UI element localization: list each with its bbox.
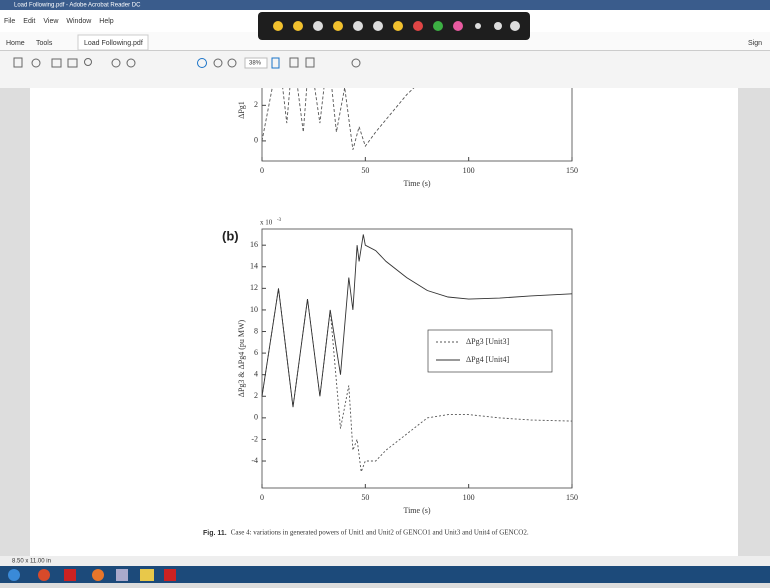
tab-label[interactable]: Tools <box>36 40 53 47</box>
menu-item[interactable]: Edit <box>23 18 35 25</box>
y-tick-label: 14 <box>250 262 258 271</box>
x-tick-label: 50 <box>361 166 369 175</box>
x-tick-label: 0 <box>260 493 264 502</box>
y-tick-label: 10 <box>250 305 258 314</box>
document-page <box>30 88 738 556</box>
panel-label: (b) <box>222 228 239 243</box>
tab-label[interactable]: Load Following.pdf <box>84 40 143 47</box>
status-bar <box>0 556 770 566</box>
toolbar <box>0 51 770 88</box>
window-title: Load Following.pdf - Adobe Acrobat Reade… <box>14 3 141 9</box>
y-tick-label: -2 <box>251 434 258 443</box>
y-axis-label: ΔPg3 & ΔPg4 (pu MW) <box>237 319 246 397</box>
sign[interactable]: Sign <box>748 40 762 47</box>
y-tick-label: 0 <box>254 136 258 145</box>
menu-item[interactable]: View <box>43 18 59 25</box>
x-tick-label: 150 <box>566 166 578 175</box>
legend-label: ΔPg4 [Unit4] <box>466 355 509 364</box>
y-tick-label: 16 <box>250 240 258 249</box>
x-tick-label: 50 <box>361 493 369 502</box>
y-tick-label: 12 <box>250 283 258 292</box>
y-tick-label: -4 <box>251 456 258 465</box>
x-axis-label: Time (s) <box>403 179 430 188</box>
screen: Load Following.pdf - Adobe Acrobat Reade… <box>0 0 770 583</box>
x-tick-label: 100 <box>463 493 475 502</box>
axis-exponent: -3 <box>277 218 282 223</box>
zoom[interactable]: 38% <box>249 61 262 67</box>
page: Load Following.pdf - Adobe Acrobat Reade… <box>0 0 770 583</box>
x-tick-label: 150 <box>566 493 578 502</box>
y-tick-label: 2 <box>254 100 258 109</box>
legend-label: ΔPg3 [Unit3] <box>466 337 509 346</box>
y-tick-label: 4 <box>254 370 258 379</box>
x-axis-label: Time (s) <box>403 506 430 515</box>
y-tick-label: 2 <box>254 391 258 400</box>
y-tick-label: 0 <box>254 413 258 422</box>
menu-item[interactable]: Help <box>99 18 114 25</box>
page-size: 8.50 x 11.00 in <box>12 559 51 565</box>
caption-text: Case 4: variations in generated powers o… <box>231 529 529 537</box>
tab-label[interactable]: Home <box>6 40 25 47</box>
x-tick-label: 100 <box>463 166 475 175</box>
divider <box>0 50 770 51</box>
caption-label: Fig. 11. <box>203 530 227 537</box>
y-tick-label: 6 <box>254 348 258 357</box>
axis-multiplier: x 10 <box>260 219 273 227</box>
x-tick-label: 0 <box>260 166 264 175</box>
y-axis-label: ΔPg1 <box>237 101 246 119</box>
menu-item[interactable]: File <box>4 18 15 25</box>
taskbar <box>0 566 770 583</box>
y-tick-label: 8 <box>254 326 258 335</box>
menu-item[interactable]: Window <box>66 18 92 25</box>
